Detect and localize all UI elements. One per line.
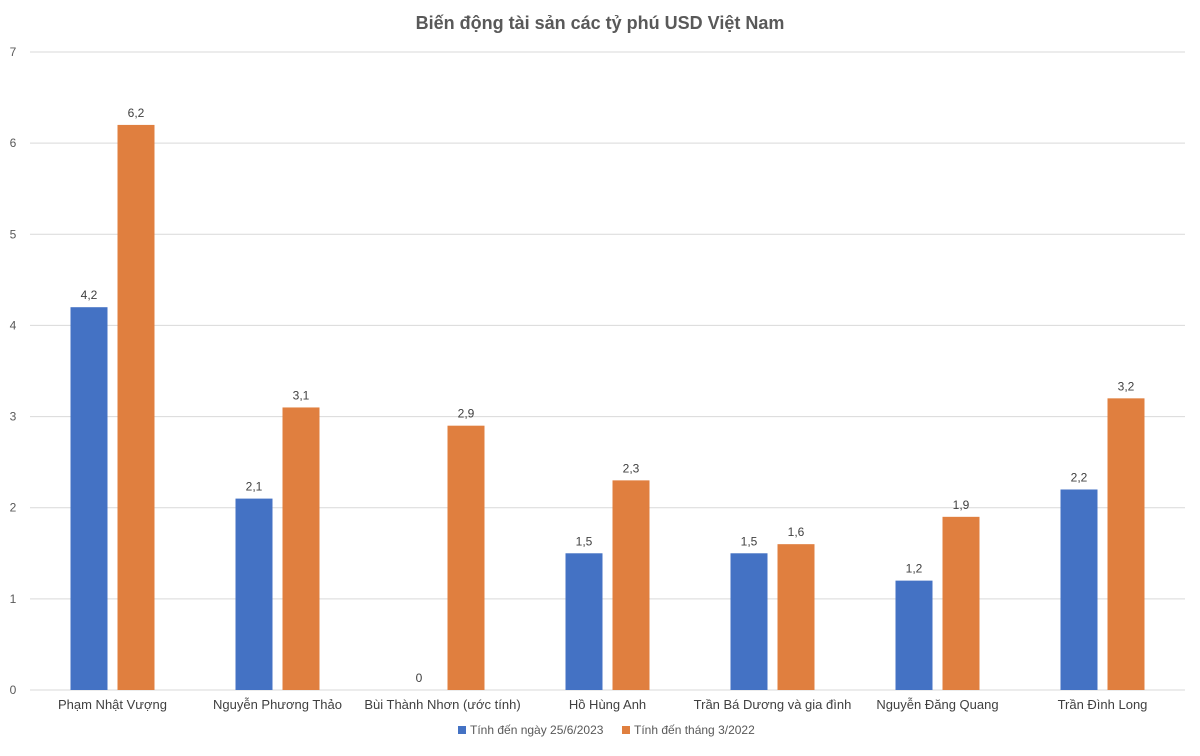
- bar-series-2023: [895, 580, 933, 690]
- category-label: Nguyễn Phương Thảo: [213, 697, 342, 712]
- category-label: Hồ Hùng Anh: [569, 697, 646, 712]
- bars: [70, 124, 1145, 690]
- bar-series-2022: [942, 516, 980, 690]
- bar-series-2022: [777, 544, 815, 690]
- data-label: 1,5: [741, 534, 758, 548]
- y-tick-label: 2: [10, 501, 17, 515]
- bar-series-2022: [1107, 398, 1145, 690]
- bar-series-2023: [730, 553, 768, 690]
- y-tick-label: 4: [10, 318, 17, 332]
- bar-series-2022: [282, 407, 320, 690]
- data-label: 3,2: [1118, 379, 1135, 393]
- data-label: 1,2: [906, 562, 923, 576]
- data-label: 1,6: [788, 525, 805, 539]
- y-tick-label: 3: [10, 410, 17, 424]
- category-label: Trần Bá Dương và gia đình: [694, 697, 852, 712]
- legend-label: Tính đến ngày 25/6/2023: [470, 723, 604, 737]
- category-label: Trần Đình Long: [1058, 697, 1148, 712]
- data-label: 2,9: [458, 407, 475, 421]
- gridlines: [30, 51, 1185, 691]
- data-label: 1,9: [953, 498, 970, 512]
- x-axis-categories: Phạm Nhật Vượng Nguyễn Phương Thảo Bùi Thà…: [58, 697, 1147, 712]
- legend-swatch: [458, 726, 466, 734]
- bar-series-2023: [565, 553, 603, 690]
- y-tick-label: 6: [10, 136, 17, 150]
- data-label: 4,2: [81, 288, 98, 302]
- legend-swatch: [622, 726, 630, 734]
- data-label: 2,1: [246, 480, 263, 494]
- bar-series-2022: [117, 124, 155, 690]
- data-label: 6,2: [128, 106, 145, 120]
- data-label: 2,3: [623, 461, 640, 475]
- data-label: 0: [416, 671, 423, 685]
- bar-series-2022: [447, 425, 485, 690]
- bar-series-2022: [612, 480, 650, 690]
- category-label: Phạm Nhật Vượng: [58, 697, 167, 712]
- category-label: Nguyễn Đăng Quang: [876, 697, 998, 712]
- legend: Tính đến ngày 25/6/2023 Tính đến tháng 3/…: [458, 723, 755, 737]
- data-labels: 4,2 6,2 2,1 3,1 0 2,9 1,5 2,3 1,5 1,6 1,2 1,9 2,2 3,2: [81, 106, 1135, 685]
- chart-title: Biến động tài sản các tỷ phú USD Việt Na…: [416, 13, 785, 33]
- y-tick-label: 5: [10, 227, 17, 241]
- y-tick-label: 1: [10, 592, 17, 606]
- category-label: Bùi Thành Nhơn (ước tính): [364, 697, 520, 712]
- data-label: 2,2: [1071, 470, 1088, 484]
- y-tick-label: 0: [10, 683, 17, 697]
- y-axis-ticks: 0 1 2 3 4 5 6 7: [10, 45, 17, 697]
- bar-series-2023: [235, 498, 273, 690]
- data-label: 3,1: [293, 388, 310, 402]
- data-label: 1,5: [576, 534, 593, 548]
- bar-series-2023: [70, 307, 108, 690]
- legend-label: Tính đến tháng 3/2022: [634, 723, 755, 737]
- bar-series-2023: [1060, 489, 1098, 690]
- y-tick-label: 7: [10, 45, 17, 59]
